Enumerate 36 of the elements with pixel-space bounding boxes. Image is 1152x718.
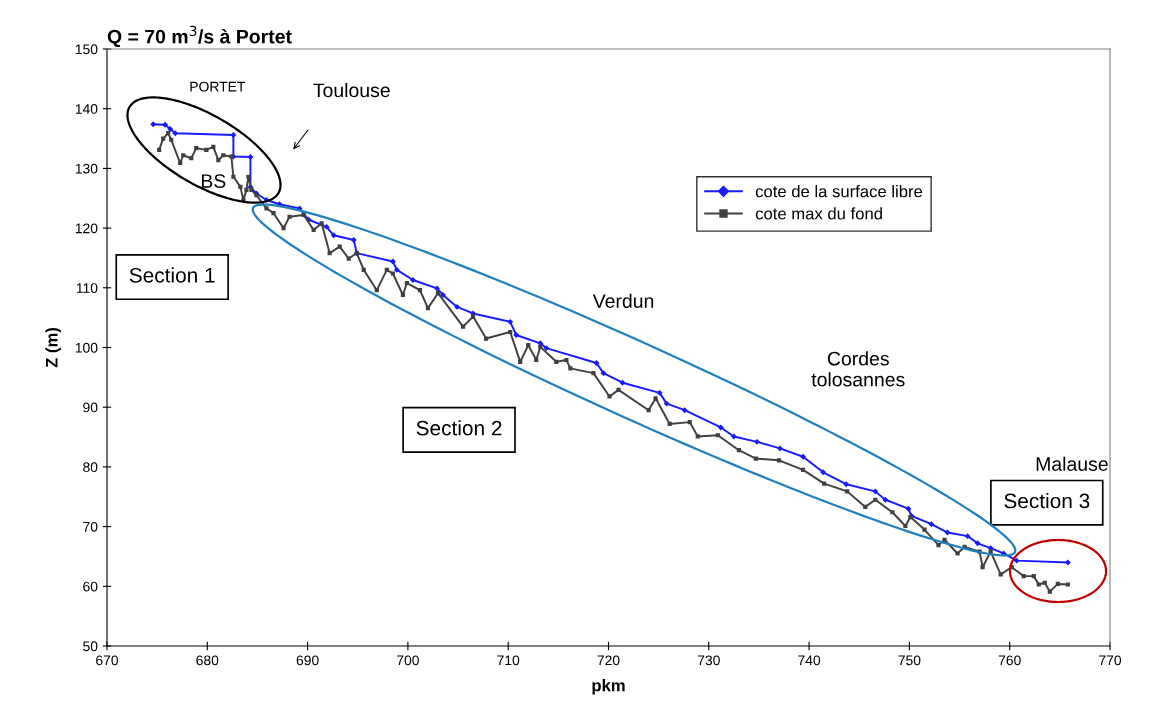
x-tick-label: 680 bbox=[196, 655, 219, 666]
y-tick-label: 50 bbox=[83, 641, 98, 652]
y-tick-label: 90 bbox=[83, 402, 98, 413]
y-tick-label: 110 bbox=[76, 283, 98, 293]
annotation: Cordes tolosannes bbox=[811, 351, 905, 387]
annotation: Section 1 bbox=[129, 267, 215, 283]
annotation: BS bbox=[201, 174, 226, 188]
annotation: Section 3 bbox=[1004, 493, 1090, 509]
legend-label: cote de la surface libre bbox=[755, 185, 923, 198]
x-tick-label: 760 bbox=[998, 655, 1021, 666]
chart-title: Q = 70 m$^{3}$/s à Portet bbox=[107, 25, 292, 48]
annotation: Toulouse bbox=[313, 82, 390, 98]
x-tick-label: 730 bbox=[697, 655, 720, 666]
legend-label: cote max du fond bbox=[755, 207, 882, 220]
y-tick-label: 60 bbox=[83, 581, 98, 592]
annotation: Malause bbox=[1036, 456, 1108, 471]
annotation: Verdun bbox=[592, 293, 654, 308]
x-tick-label: 770 bbox=[1099, 655, 1122, 666]
x-tick-label: 740 bbox=[798, 655, 821, 666]
x-tick-label: 700 bbox=[397, 655, 419, 666]
annotation: PORTET bbox=[190, 81, 246, 92]
x-tick-label: 750 bbox=[898, 655, 921, 666]
annotation: Section 2 bbox=[416, 420, 502, 436]
x-tick-label: 710 bbox=[497, 655, 520, 666]
y-tick-label: 150 bbox=[75, 44, 98, 55]
y-tick-label: 100 bbox=[75, 342, 98, 353]
x-tick-label: 670 bbox=[96, 655, 119, 666]
y-tick-label: 120 bbox=[75, 223, 98, 234]
y-axis-title: Z (m) bbox=[45, 327, 61, 368]
x-tick-label: 720 bbox=[597, 655, 620, 666]
y-tick-label: 70 bbox=[83, 521, 98, 532]
y-tick-label: 130 bbox=[75, 163, 98, 174]
y-tick-label: 140 bbox=[75, 104, 98, 114]
x-tick-label: 690 bbox=[296, 655, 319, 666]
y-tick-label: 80 bbox=[83, 462, 98, 473]
x-axis-title: pkm bbox=[592, 679, 625, 695]
